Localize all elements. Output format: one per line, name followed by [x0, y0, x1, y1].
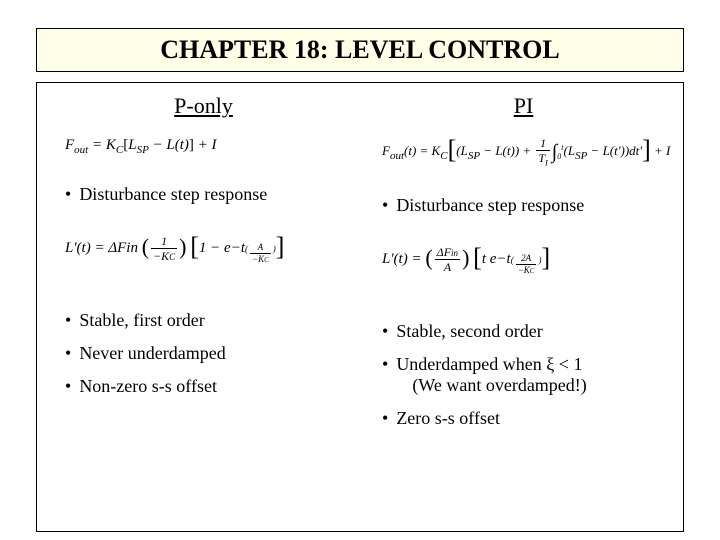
bullet-zero-offset: • Zero s-s offset: [382, 408, 665, 429]
equation-lprime-ponly: L'(t) = ΔFin (1−KC) [1 − e−t(A−KC)]: [65, 235, 342, 264]
chapter-title: CHAPTER 18: LEVEL CONTROL: [37, 35, 683, 65]
content-frame: P-only Fout = KC[LSP − L(t)] + I • Distu…: [36, 82, 684, 532]
equation-lprime-pi: L'(t) = (ΔFinA) [t e−t(2A−KC)]: [382, 246, 665, 275]
equation-fout-pi: Fout(t) = KC[(LSP − L(t)) + 1TI∫0t(LSP −…: [382, 137, 665, 167]
bullet-underdamped: • Underdamped when ξ < 1 (We want overda…: [382, 354, 665, 396]
sub-bullets-left: • Stable, first order • Never underdampe…: [65, 310, 342, 409]
bullet-text: Disturbance step response: [79, 184, 342, 205]
header-p-only: P-only: [65, 93, 342, 119]
chapter-title-box: CHAPTER 18: LEVEL CONTROL: [36, 28, 684, 72]
bullet-stable-left: • Stable, first order: [65, 310, 342, 331]
bullet-disturbance-left: • Disturbance step response: [65, 184, 342, 205]
column-p-only: P-only Fout = KC[LSP − L(t)] + I • Distu…: [37, 83, 360, 531]
equation-fout-ponly: Fout = KC[LSP − L(t)] + I: [65, 137, 342, 156]
bullet-disturbance-right: • Disturbance step response: [382, 195, 665, 216]
sub-bullets-right: • Stable, second order • Underdamped whe…: [382, 321, 665, 441]
bullet-stable-right: • Stable, second order: [382, 321, 665, 342]
bullet-nonzero-offset: • Non-zero s-s offset: [65, 376, 342, 397]
bullet-dot: •: [65, 184, 71, 205]
column-pi: PI Fout(t) = KC[(LSP − L(t)) + 1TI∫0t(LS…: [360, 83, 683, 531]
bullet-never-underdamped: • Never underdamped: [65, 343, 342, 364]
header-pi: PI: [382, 93, 665, 119]
